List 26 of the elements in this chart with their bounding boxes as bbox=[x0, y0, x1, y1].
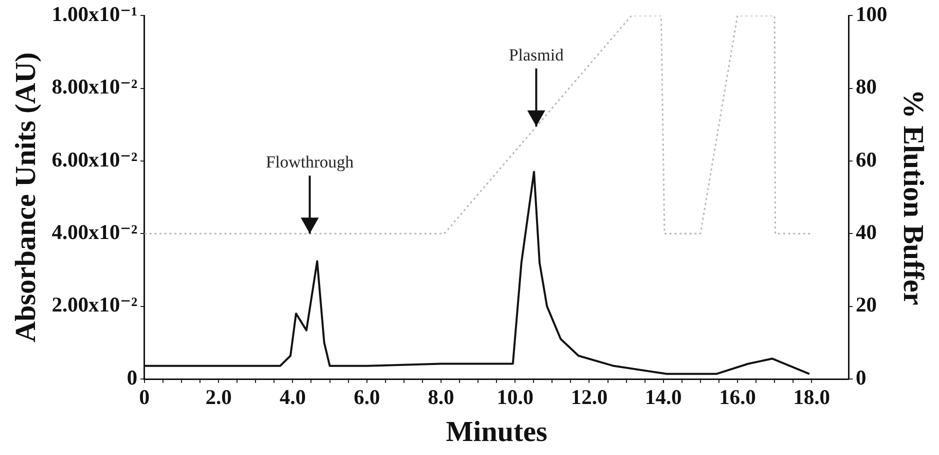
y-tick-label: 0 bbox=[126, 365, 138, 390]
y2-tick-label: 0 bbox=[856, 365, 866, 390]
x-axis-title: Minutes bbox=[446, 416, 548, 448]
y2-tick-label: 20 bbox=[856, 292, 877, 317]
x-tick-label: 8.0 bbox=[428, 385, 454, 410]
y-tick-label: 1.00x10⁻¹ bbox=[52, 2, 138, 26]
x-tick-label: 16.0 bbox=[719, 385, 756, 410]
y-tick-label: 2.00x10⁻² bbox=[52, 292, 138, 317]
y-tick-label: 8.00x10⁻² bbox=[52, 74, 138, 99]
x-tick-label: 18.0 bbox=[793, 385, 830, 410]
y-tick-label: 6.00x10⁻² bbox=[52, 147, 138, 172]
x-tick-label: 2.0 bbox=[205, 385, 232, 410]
x-tick-label: 4.0 bbox=[280, 385, 306, 410]
y2-tick-label: 40 bbox=[856, 220, 877, 244]
x-tick-label: 12.0 bbox=[570, 385, 608, 410]
annotation: Plasmid bbox=[508, 45, 564, 64]
y2-axis-title: % Elution Buffer bbox=[897, 89, 930, 306]
y-axis-title: Absorbance Units (AU) bbox=[10, 52, 42, 342]
annotation: Flowthrough bbox=[266, 152, 354, 172]
y2-tick-label: 100 bbox=[856, 2, 888, 26]
x-tick-label: 10.0 bbox=[496, 385, 534, 410]
y2-tick-label: 60 bbox=[856, 147, 877, 172]
x-tick-label: 6.0 bbox=[354, 385, 380, 410]
x-tick-label: 14.0 bbox=[644, 385, 682, 410]
y2-tick-label: 80 bbox=[856, 74, 877, 99]
y-tick-label: 4.00x10⁻² bbox=[52, 220, 138, 244]
